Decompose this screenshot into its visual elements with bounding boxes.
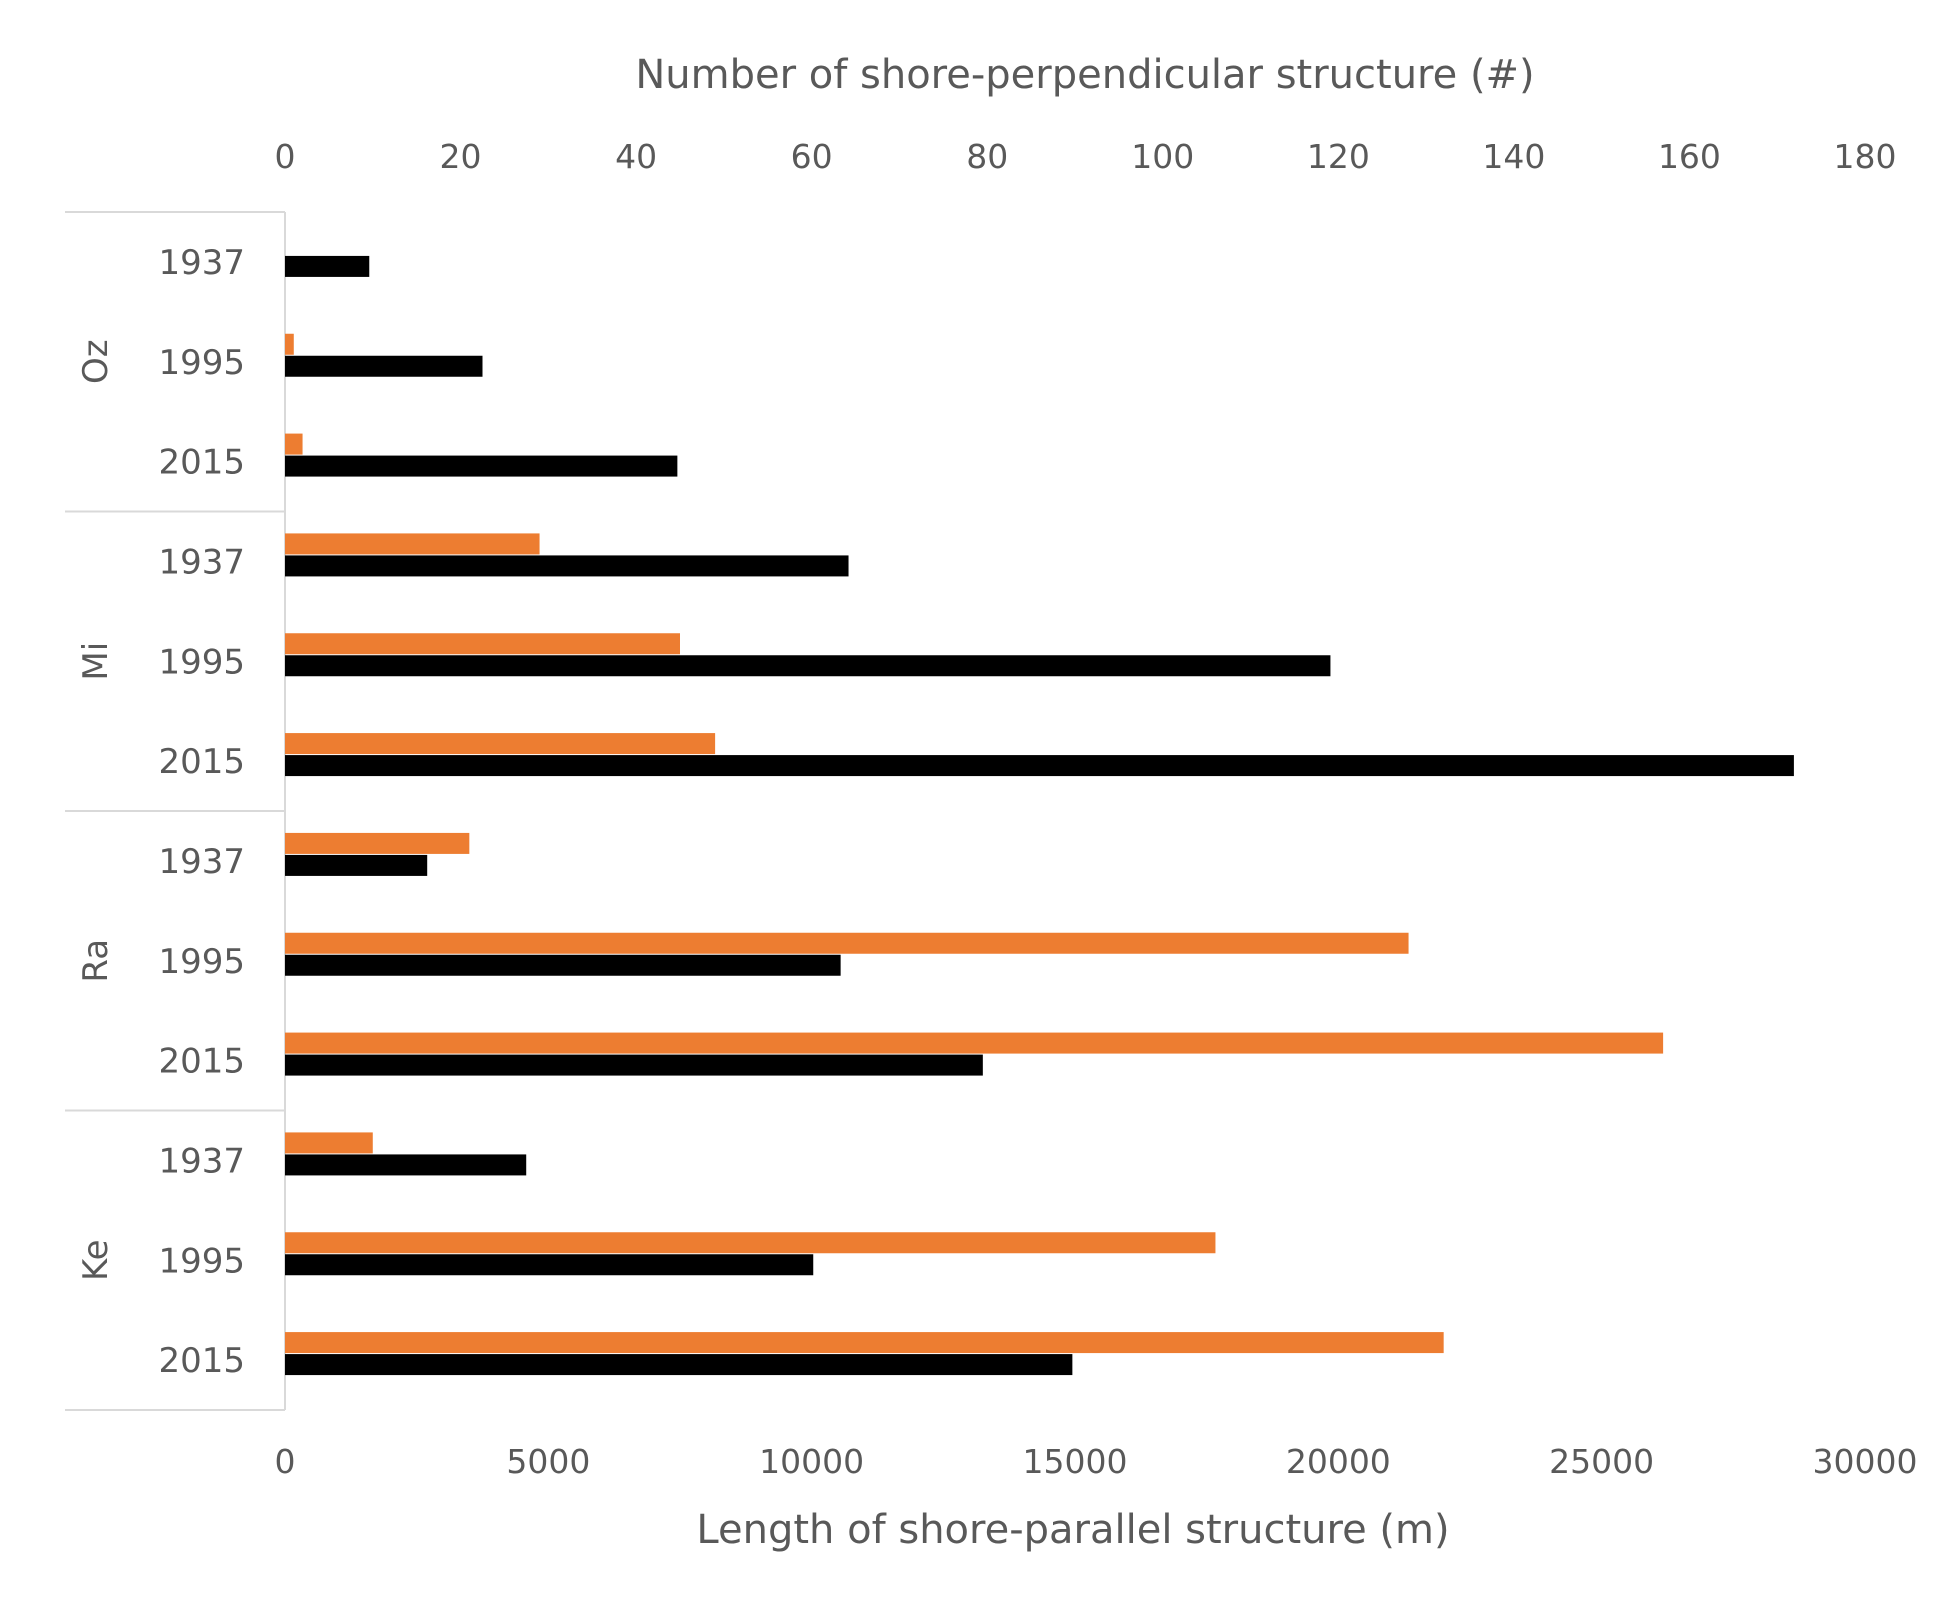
bar-bottom-series — [285, 355, 483, 377]
bottom-tick-label: 10000 — [759, 1442, 864, 1481]
top-tick-label: 20 — [440, 137, 482, 176]
bar-top-series — [285, 1332, 1444, 1354]
top-tick-label: 0 — [275, 137, 296, 176]
bottom-tick-label: 5000 — [506, 1442, 590, 1481]
category-labels: 1937 1995 2015 1937 1995 2015 1937 1995 2015 1937… — [158, 243, 245, 1381]
bottom-tick-label: 15000 — [1023, 1442, 1128, 1481]
bar-top-series — [285, 533, 540, 555]
bar-top-series — [285, 733, 716, 755]
bar-top-series — [285, 633, 680, 655]
bar-bottom-series — [285, 1054, 983, 1076]
bar-top-series — [285, 433, 303, 455]
bar-top-series — [285, 333, 294, 355]
bar-top-series — [285, 832, 470, 854]
category-label: 1995 — [158, 343, 245, 383]
bottom-tick-label: 25000 — [1549, 1442, 1654, 1481]
top-tick-label: 100 — [1131, 137, 1194, 176]
bar-bottom-series — [285, 1354, 1073, 1376]
bar-bottom-series — [285, 1154, 527, 1176]
top-tick-label: 40 — [615, 137, 657, 176]
group-labels: Oz Mi Ra Ke — [76, 339, 116, 1281]
top-tick-label: 180 — [1834, 137, 1897, 176]
group-label: Mi — [76, 642, 116, 681]
category-label: 2015 — [158, 1341, 245, 1381]
category-label: 1937 — [158, 542, 245, 582]
bar-top-series — [285, 932, 1409, 954]
category-label: 2015 — [158, 742, 245, 782]
category-label: 1937 — [158, 842, 245, 882]
bar-top-series — [285, 1232, 1216, 1254]
bar-bottom-series — [285, 1254, 814, 1276]
bottom-axis-ticks: 0 5000 10000 15000 20000 25000 30000 — [275, 1442, 1918, 1481]
bottom-tick-label: 0 — [275, 1442, 296, 1481]
top-tick-label: 120 — [1307, 137, 1370, 176]
bottom-tick-label: 30000 — [1813, 1442, 1918, 1481]
top-axis-title: Number of shore-perpendicular structure … — [635, 52, 1534, 98]
bars — [285, 255, 1794, 1376]
top-tick-label: 80 — [966, 137, 1008, 176]
top-tick-label: 60 — [791, 137, 833, 176]
bar-top-series — [285, 1132, 373, 1154]
category-axis-frame — [65, 211, 286, 1411]
category-label: 1995 — [158, 642, 245, 682]
bar-bottom-series — [285, 954, 841, 976]
top-tick-label: 160 — [1658, 137, 1721, 176]
bottom-axis-title: Length of shore-parallel structure (m) — [696, 1507, 1449, 1553]
bar-bottom-series — [285, 854, 428, 876]
bar-bottom-series — [285, 455, 678, 477]
bar-bottom-series — [285, 755, 1794, 777]
bottom-tick-label: 20000 — [1286, 1442, 1391, 1481]
category-label: 1937 — [158, 1141, 245, 1181]
group-label: Oz — [76, 339, 116, 384]
top-tick-label: 140 — [1482, 137, 1545, 176]
bar-top-series — [285, 1032, 1664, 1054]
bar-bottom-series — [285, 555, 849, 577]
category-label: 1995 — [158, 942, 245, 982]
bar-bottom-series — [285, 255, 370, 277]
category-label: 2015 — [158, 1042, 245, 1082]
top-axis-ticks: 0 20 40 60 80 100 120 140 160 180 — [275, 137, 1897, 176]
category-label: 2015 — [158, 443, 245, 483]
group-label: Ra — [76, 939, 116, 983]
group-label: Ke — [76, 1239, 116, 1281]
category-label: 1995 — [158, 1241, 245, 1281]
category-label: 1937 — [158, 243, 245, 283]
bar-bottom-series — [285, 655, 1331, 677]
